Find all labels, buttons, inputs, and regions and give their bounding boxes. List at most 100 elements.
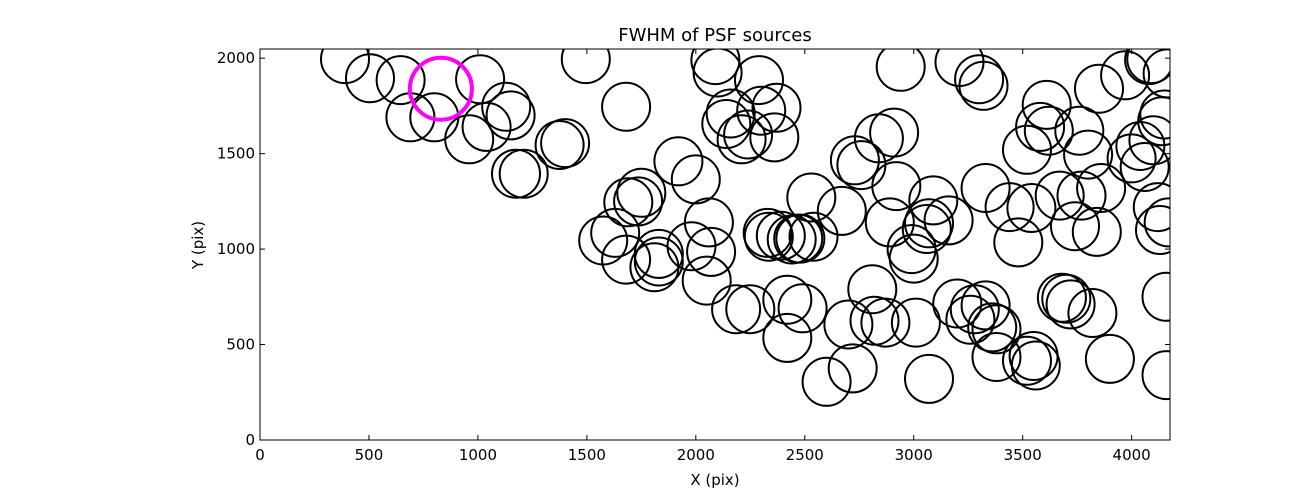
- psf-source-marker: [847, 264, 898, 315]
- psf-source-marker: [491, 148, 541, 199]
- psf-source-marker: [743, 211, 794, 262]
- psf-source-marker: [560, 49, 611, 85]
- psf-source-marker: [461, 101, 512, 152]
- y-axis-label: Y (pix): [189, 221, 207, 270]
- psf-source-marker: [1010, 340, 1061, 391]
- psf-source-marker: [749, 112, 800, 163]
- psf-source-marker: [1074, 63, 1124, 114]
- psf-source-marker: [1084, 333, 1135, 384]
- x-tick-label: 2500: [786, 446, 824, 464]
- psf-source-marker: [1045, 279, 1096, 330]
- psf-source-marker: [890, 297, 941, 348]
- psf-source-marker: [904, 353, 954, 404]
- psf-source-marker: [1135, 205, 1170, 255]
- psf-source-marker: [736, 85, 787, 136]
- y-tick-label: 1500: [217, 145, 255, 163]
- psf-source-marker: [1076, 163, 1127, 213]
- psf-source-marker: [616, 167, 667, 218]
- x-tick-label: 0: [255, 446, 265, 464]
- psf-source-marker: [816, 185, 867, 236]
- highlight-source-marker: [407, 55, 474, 122]
- axis-ticks: 0 500 1000 1500 2000 2500 3000 3500 4000 0 500 1000…: [217, 49, 1170, 464]
- psf-source-marker: [653, 136, 704, 187]
- psf-source-marker: [692, 49, 743, 98]
- plot-area: [320, 49, 1170, 407]
- psf-source-marker: [932, 278, 983, 329]
- psf-source-marker: [633, 228, 684, 279]
- psf-source-marker: [705, 88, 756, 139]
- psf-source-marker: [777, 283, 828, 334]
- psf-source-marker: [1034, 170, 1085, 221]
- psf-source-marker: [1141, 271, 1170, 322]
- psf-source-marker: [762, 274, 813, 325]
- psf-source-marker: [827, 343, 878, 394]
- psf-source-marker: [345, 53, 395, 104]
- psf-source-marker: [534, 120, 585, 170]
- psf-source-marker: [690, 49, 741, 86]
- psf-source-marker: [686, 226, 737, 277]
- x-tick-label: 1500: [568, 446, 606, 464]
- psf-source-marker: [984, 182, 1035, 233]
- psf-source-marker: [923, 195, 974, 246]
- y-tick-label: 1000: [217, 240, 255, 258]
- psf-source-marker: [971, 304, 1022, 355]
- psf-source-marker: [1021, 79, 1072, 130]
- x-tick-label: 4000: [1113, 446, 1151, 464]
- x-tick-label: 3500: [1004, 446, 1042, 464]
- chart-title: FWHM of PSF sources: [618, 25, 812, 46]
- y-tick-label: 0: [245, 431, 255, 449]
- psf-source-marker: [540, 118, 591, 169]
- psf-source-marker: [1023, 105, 1074, 156]
- psf-source-marker: [901, 204, 952, 254]
- psf-source-marker: [786, 172, 837, 223]
- psf-source-marker: [601, 234, 652, 285]
- psf-source-marker: [755, 210, 806, 261]
- psf-source-marker: [681, 255, 732, 306]
- psf-source-marker: [444, 114, 495, 165]
- psf-source-marker: [734, 55, 784, 106]
- psf-source-marker: [762, 312, 813, 363]
- psf-source-marker: [481, 81, 532, 132]
- psf-source-marker: [823, 299, 874, 350]
- psf-source-marker: [1050, 201, 1100, 252]
- psf-source-marker: [1126, 49, 1170, 85]
- psf-source-marker: [711, 284, 762, 335]
- x-axis-label: X (pix): [690, 471, 739, 489]
- psf-source-marker: [958, 60, 1009, 111]
- x-tick-label: 500: [355, 446, 384, 464]
- plot-frame: [259, 48, 1171, 441]
- y-tick-label: 500: [226, 336, 255, 354]
- psf-source-marker: [960, 280, 1011, 331]
- psf-source-marker: [801, 356, 852, 407]
- psf-source-marker: [1002, 335, 1052, 386]
- psf-source-marker: [869, 107, 920, 158]
- x-tick-label: 3000: [895, 446, 933, 464]
- psf-source-marker: [888, 233, 939, 284]
- psf-source-marker: [601, 81, 652, 132]
- psf-source-marker: [1106, 133, 1157, 184]
- psf-source-marker: [875, 49, 926, 92]
- psf-source-marker: [1006, 183, 1057, 233]
- psf-source-marker: [860, 297, 911, 348]
- psf-source-marker: [949, 284, 1000, 335]
- psf-source-marker: [683, 197, 734, 248]
- psf-source-marker: [1128, 115, 1170, 166]
- psf-source-marker: [590, 207, 641, 258]
- psf-source-marker: [1141, 350, 1170, 401]
- psf-source-marker: [723, 109, 774, 160]
- psf-source-marker: [775, 213, 826, 264]
- psf-source-marker: [633, 236, 684, 287]
- psf-source-marker: [1119, 142, 1170, 192]
- psf-source-marker: [864, 197, 915, 248]
- psf-source-marker: [375, 55, 426, 106]
- psf-source-marker: [751, 82, 802, 133]
- psf-source-marker: [1054, 105, 1105, 156]
- psf-source-marker: [725, 284, 776, 335]
- psf-source-marker: [788, 211, 839, 262]
- psf-source-marker: [320, 49, 370, 85]
- psf-source-marker: [1124, 49, 1170, 86]
- psf-source-marker: [613, 176, 664, 227]
- psf-source-marker: [904, 198, 954, 249]
- x-tick-label: 1000: [459, 446, 497, 464]
